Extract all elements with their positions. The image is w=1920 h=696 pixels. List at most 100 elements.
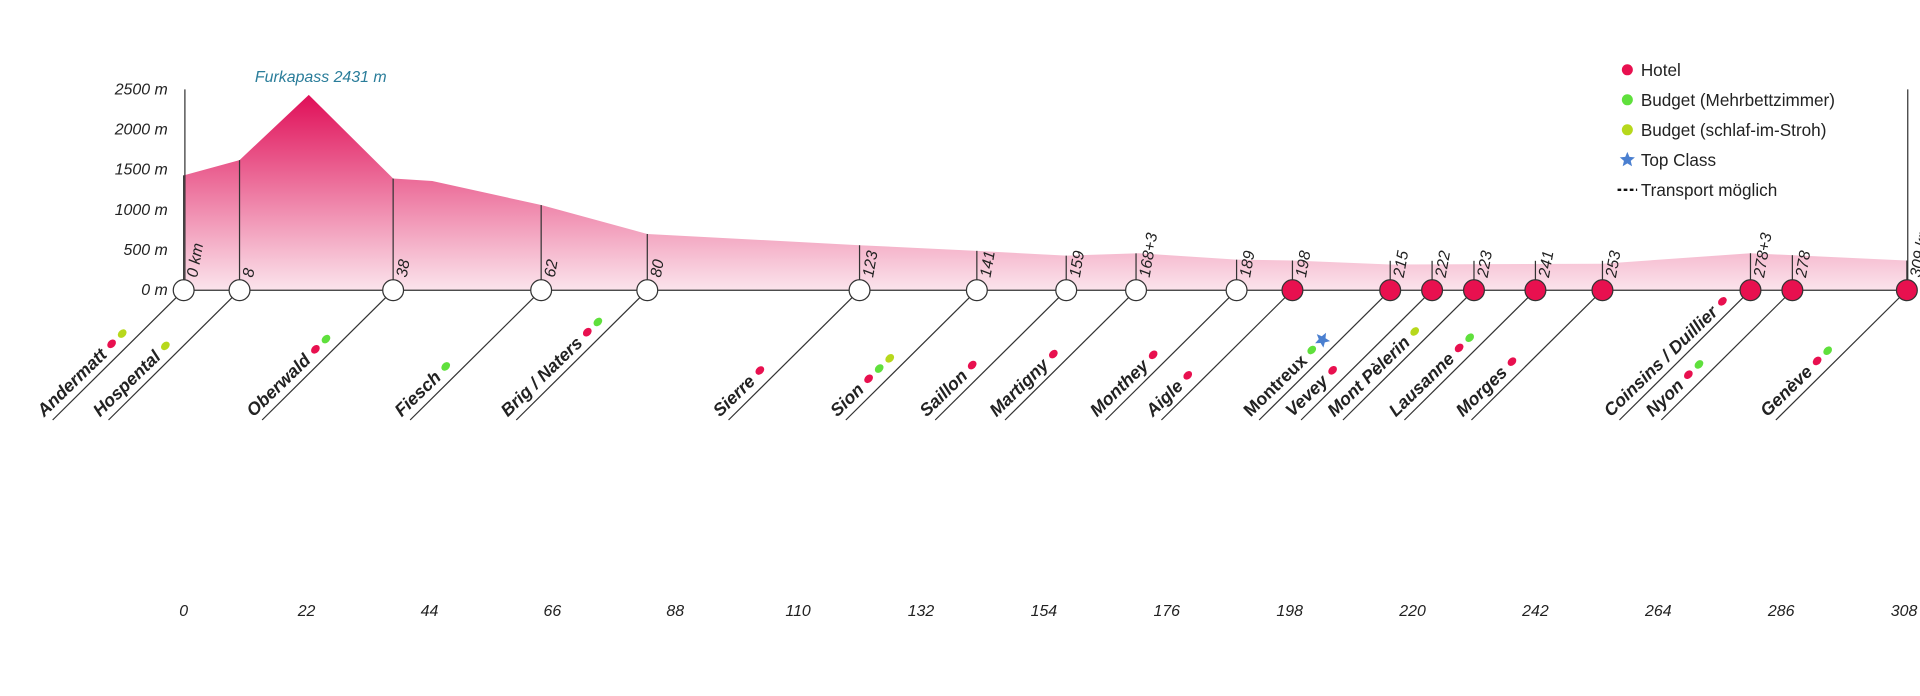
station-label-group: Genève [1756, 346, 1833, 420]
station-label-group: Saillon [916, 360, 977, 420]
x-tick-label: 44 [421, 603, 439, 620]
label-leader [108, 289, 240, 421]
legend-label: Top Class [1641, 150, 1716, 170]
station-label-group: Hospental [89, 341, 170, 420]
lodging-dot [1507, 357, 1517, 366]
legend-label: Transport möglich [1641, 180, 1777, 200]
station-marker [1524, 279, 1547, 302]
lodging-dot [1148, 350, 1158, 360]
km-label: 215 [1391, 249, 1413, 279]
station-marker [1281, 279, 1304, 302]
x-tick-label: 154 [1031, 603, 1058, 620]
x-tick-label: 110 [785, 603, 811, 620]
annotation: Furkapass 2431 m [255, 69, 387, 86]
lodging-dot [1684, 370, 1693, 379]
km-label: 123 [860, 249, 881, 278]
km-label: 38 [394, 258, 414, 279]
km-label: 80 [648, 258, 668, 279]
lodging-dot [582, 327, 592, 337]
lodging-dot [885, 354, 895, 363]
lodging-dot [1410, 327, 1420, 336]
label-leader [934, 289, 1067, 421]
station-marker [1055, 279, 1078, 302]
lodging-dot [1183, 371, 1193, 380]
station-marker [382, 279, 405, 302]
y-tick-label: 500 m [124, 242, 168, 259]
legend-label: Budget (schlaf-im-Stroh) [1641, 120, 1827, 140]
lodging-dot [1694, 360, 1704, 369]
label-leader [845, 289, 978, 421]
lodging-dot [107, 339, 116, 349]
y-tick-label: 1000 m [115, 202, 168, 219]
station-marker [172, 279, 195, 302]
station-marker [1739, 279, 1762, 302]
station-name: Sierre [709, 371, 759, 420]
station-marker [1895, 279, 1918, 302]
label-leader [52, 289, 185, 421]
lodging-dot [441, 362, 451, 371]
label-leader [1342, 289, 1475, 421]
x-tick-label: 220 [1398, 603, 1426, 620]
station-label-group: Oberwald [242, 334, 331, 420]
station-marker [1591, 279, 1614, 302]
x-tick-label: 132 [908, 603, 935, 620]
station-marker [636, 279, 659, 302]
lodging-dot [1048, 349, 1058, 359]
legend-symbol [1621, 64, 1633, 76]
km-label: 223 [1474, 249, 1496, 279]
label-leader [409, 289, 542, 421]
x-tick-label: 22 [297, 603, 316, 620]
station-label-group: Martigny [985, 349, 1058, 421]
legend-label: Hotel [1641, 60, 1681, 80]
station-name: Genève [1756, 361, 1816, 420]
label-leader [1403, 289, 1536, 421]
lodging-dot [160, 341, 170, 351]
legend-symbol [1619, 151, 1635, 167]
label-leader [1619, 289, 1751, 421]
station-marker [1379, 279, 1402, 302]
lodging-dot [311, 344, 320, 354]
label-leader [1660, 289, 1793, 421]
station-name: Martigny [985, 354, 1053, 421]
x-tick-label: 66 [543, 603, 561, 620]
lodging-dot [967, 360, 977, 370]
label-leader [1160, 289, 1293, 421]
lodging-dot [593, 317, 603, 327]
km-label: 222 [1433, 249, 1455, 279]
label-leader [1105, 289, 1238, 421]
km-label: 159 [1067, 249, 1088, 278]
label-leader [1471, 289, 1603, 421]
legend-symbol [1621, 94, 1633, 106]
legend-label: Budget (Mehrbettzimmer) [1641, 90, 1835, 110]
x-tick-label: 176 [1153, 603, 1180, 620]
station-marker [1462, 279, 1485, 302]
x-tick-label: 286 [1767, 603, 1795, 620]
legend-symbol [1621, 124, 1633, 136]
label-leader [1258, 289, 1391, 421]
x-tick-label: 88 [666, 603, 684, 620]
y-tick-label: 1500 m [115, 162, 168, 179]
station-label-group: Sierre [709, 366, 765, 420]
km-label: 278 [1793, 249, 1815, 279]
lodging-dot [321, 334, 331, 344]
station-name: Morges [1452, 362, 1511, 420]
x-tick-label: 0 [179, 603, 188, 620]
station-label-group: Brig / Naters [497, 317, 603, 420]
x-tick-label: 264 [1644, 603, 1672, 620]
x-tick-label: 198 [1276, 603, 1303, 620]
station-marker [1125, 279, 1148, 302]
lodging-dot [864, 374, 873, 384]
km-label: 253 [1603, 249, 1625, 279]
km-label: 141 [978, 250, 999, 279]
km-label: 189 [1237, 249, 1258, 278]
km-label: 309 km [1908, 224, 1920, 278]
km-label: 8 [240, 267, 258, 279]
x-tick-label: 242 [1521, 603, 1549, 620]
station-name: Oberwald [242, 349, 315, 420]
lodging-dot [1465, 333, 1475, 343]
km-label: 62 [542, 258, 562, 279]
station-marker [1421, 279, 1444, 302]
km-label: 241 [1536, 250, 1558, 280]
station-marker [1225, 279, 1248, 302]
x-tick-label: 308 [1891, 603, 1918, 620]
